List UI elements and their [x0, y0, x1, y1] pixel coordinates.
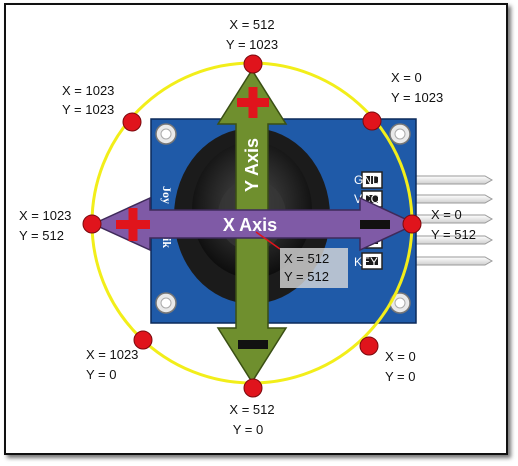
- position-label-top-left: X = 1023 Y = 1023: [62, 83, 114, 117]
- mounting-holes: [155, 123, 411, 314]
- position-label-left: X = 1023 Y = 512: [19, 208, 71, 243]
- x-axis-label: X Axis: [223, 215, 277, 235]
- y-axis-label: Y Axis: [242, 138, 262, 192]
- position-x-value: X = 1023: [62, 83, 114, 98]
- position-label-top: X = 512 Y = 1023: [226, 17, 278, 52]
- position-marker-top: [243, 54, 263, 74]
- position-y-value: Y = 1023: [226, 37, 278, 52]
- position-marker-left: [82, 214, 102, 234]
- position-y-value: Y = 1023: [391, 90, 443, 105]
- minus-icon: [360, 220, 390, 229]
- minus-icon: [238, 340, 268, 349]
- plus-icon: [237, 87, 269, 118]
- center-y-value: Y = 512: [284, 269, 329, 284]
- position-y-value: Y = 512: [19, 228, 64, 243]
- pin-label-key: KEY: [354, 255, 378, 269]
- position-marker-top-right: [362, 111, 382, 131]
- board-brand-text-2: ik: [160, 238, 174, 248]
- position-label-right: X = 0 Y = 512: [431, 207, 476, 242]
- board-brand-text: Joy: [160, 186, 174, 204]
- center-label-box: [280, 248, 348, 288]
- position-y-value: Y = 1023: [62, 102, 114, 117]
- position-x-value: X = 512: [229, 17, 274, 32]
- position-markers: [82, 54, 422, 398]
- position-y-value: Y = 0: [385, 369, 415, 384]
- position-marker-bottom-left: [133, 330, 153, 350]
- position-y-value: Y = 0: [86, 367, 116, 382]
- position-x-value: X = 1023: [86, 347, 138, 362]
- position-label-bottom-left: X = 1023 Y = 0: [86, 347, 138, 382]
- position-label-bottom-right: X = 0 Y = 0: [385, 349, 416, 384]
- position-x-value: X = 0: [431, 207, 462, 222]
- plus-icon: [116, 208, 150, 241]
- position-label-top-right: X = 0 Y = 1023: [391, 70, 443, 105]
- position-x-value: X = 0: [391, 70, 422, 85]
- position-label-bottom: X = 512 Y = 0: [229, 402, 274, 437]
- center-x-value: X = 512: [284, 251, 329, 266]
- position-y-value: Y = 512: [431, 227, 476, 242]
- position-marker-bottom-right: [359, 336, 379, 356]
- position-x-value: X = 0: [385, 349, 416, 364]
- position-marker-bottom: [243, 378, 263, 398]
- position-marker-top-left: [122, 112, 142, 132]
- position-x-value: X = 1023: [19, 208, 71, 223]
- position-marker-right: [402, 214, 422, 234]
- center-pointer-line: [255, 231, 281, 250]
- position-y-value: Y = 0: [233, 422, 263, 437]
- position-x-value: X = 512: [229, 402, 274, 417]
- pin-label-gnd: GND: [354, 173, 381, 187]
